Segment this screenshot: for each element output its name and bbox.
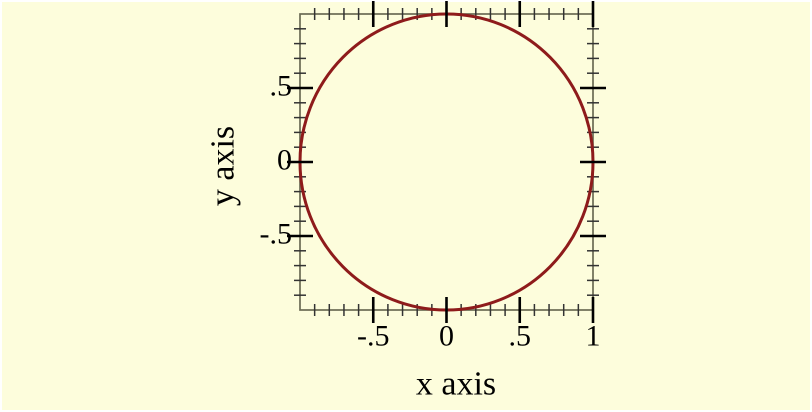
tick-labels: -.5 0 .5 1 .5 0 -.5: [260, 70, 601, 353]
x-tick-label-0: -.5: [357, 320, 390, 353]
x-axis-label: x axis: [416, 366, 496, 403]
y-axis-label: y axis: [205, 126, 242, 206]
y-tick-label-2: -.5: [260, 218, 293, 251]
minor-ticks: [294, 8, 599, 316]
major-ticks: [287, 1, 606, 323]
unit-circle-path: [298, 12, 595, 312]
x-tick-label-3: 1: [586, 320, 601, 353]
x-tick-label-1: 0: [439, 320, 454, 353]
y-tick-label-0: .5: [270, 70, 293, 103]
y-tick-label-1: 0: [277, 144, 292, 177]
x-tick-label-2: .5: [509, 320, 532, 353]
circle-curve: [298, 12, 595, 312]
